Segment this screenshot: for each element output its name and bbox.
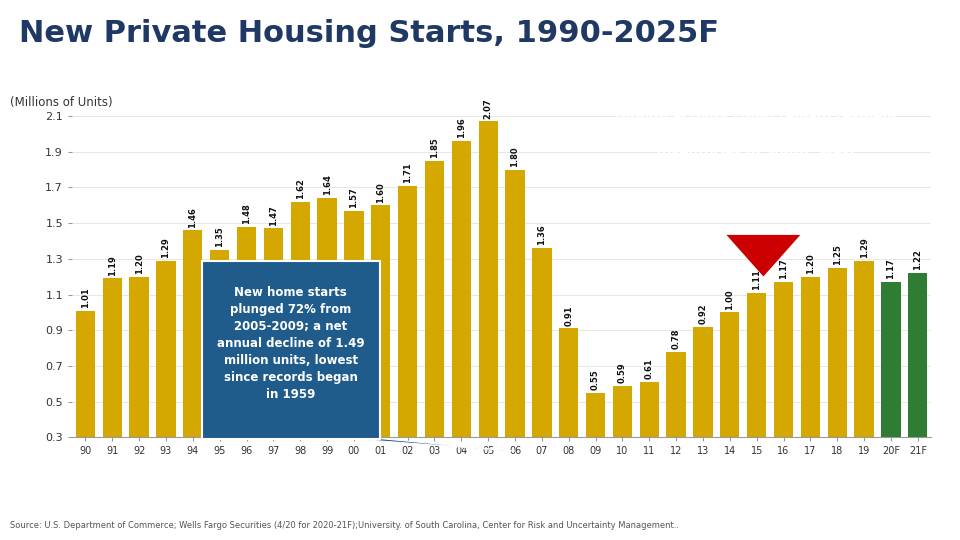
Bar	[130, 276, 149, 437]
Text: 0.61: 0.61	[645, 359, 654, 380]
Text: 1.85: 1.85	[430, 137, 439, 158]
Text: 1.46: 1.46	[188, 207, 198, 227]
Text: 1.25: 1.25	[832, 244, 842, 265]
Bar	[451, 141, 471, 437]
Bar	[881, 282, 900, 437]
FancyBboxPatch shape	[202, 261, 380, 439]
Text: 1.80: 1.80	[511, 146, 519, 167]
Bar	[156, 261, 176, 437]
Bar	[908, 273, 927, 437]
Bar	[76, 310, 95, 437]
Text: 1.19: 1.19	[108, 255, 117, 276]
Text: 1.48: 1.48	[242, 203, 251, 224]
Bar	[532, 248, 552, 437]
Bar	[854, 261, 874, 437]
Text: 1.62: 1.62	[296, 178, 304, 199]
Text: 1.20: 1.20	[134, 253, 144, 274]
Bar	[478, 122, 498, 437]
Text: 0.78: 0.78	[672, 328, 681, 349]
Text: 1.29: 1.29	[859, 237, 869, 258]
Text: 1.22: 1.22	[913, 249, 923, 271]
Text: 0.91: 0.91	[564, 305, 573, 326]
Bar	[801, 276, 820, 437]
Text: 1.96: 1.96	[457, 118, 466, 138]
Text: 1.64: 1.64	[323, 174, 331, 195]
Bar	[828, 268, 847, 437]
Text: 1.17: 1.17	[886, 259, 896, 279]
Bar	[559, 328, 578, 437]
Text: 0.92: 0.92	[699, 303, 708, 324]
Text: 1.47: 1.47	[269, 205, 277, 226]
Bar	[372, 205, 391, 437]
Text: 1.36: 1.36	[538, 225, 546, 245]
Text: 1.71: 1.71	[403, 162, 412, 183]
Bar	[318, 198, 337, 437]
Bar	[693, 327, 712, 437]
Bar	[612, 386, 632, 437]
Text: (Millions of Units): (Millions of Units)	[11, 96, 113, 109]
Text: New home starts
plunged 72% from
2005-2009; a net
annual decline of 1.49
million: New home starts plunged 72% from 2005-20…	[217, 286, 365, 401]
Bar	[666, 352, 685, 437]
Text: Pre-COVID 1-9, Insurers Had  Been Seeing Meaningful Exposure Growth in the Wake
: Pre-COVID 1-9, Insurers Had Been Seeing …	[201, 454, 759, 503]
Text: 1.20: 1.20	[805, 253, 815, 274]
Bar	[774, 282, 793, 437]
Bar	[210, 250, 229, 437]
Polygon shape	[333, 437, 515, 451]
Bar	[720, 312, 739, 437]
Bar	[747, 293, 766, 437]
Bar	[639, 382, 659, 437]
Text: Source: U.S. Department of Commerce; Wells Fargo Securities (4/20 for 2020-21F);: Source: U.S. Department of Commerce; Wel…	[10, 521, 679, 530]
Text: New Private Housing Starts, 1990-2025F: New Private Housing Starts, 1990-2025F	[19, 19, 719, 48]
Text: 1.17: 1.17	[779, 259, 788, 279]
Text: 1.57: 1.57	[349, 187, 358, 208]
Polygon shape	[727, 235, 801, 276]
Bar	[237, 227, 256, 437]
Text: 1.00: 1.00	[726, 289, 734, 310]
Text: 0.55: 0.55	[591, 369, 600, 390]
Bar	[425, 160, 444, 437]
Text: 1.29: 1.29	[161, 237, 171, 258]
Text: 1.11: 1.11	[753, 269, 761, 290]
Bar	[586, 393, 605, 437]
Text: 2.07: 2.07	[484, 98, 492, 119]
Bar	[183, 230, 203, 437]
Text: 1.60: 1.60	[376, 182, 385, 202]
Bar	[103, 279, 122, 437]
Bar	[264, 228, 283, 437]
Text: COVID-19 will  slow new homebuilding,
though activity could remain resilient
wit: COVID-19 will slow new homebuilding, tho…	[610, 92, 902, 159]
Text: 1.35: 1.35	[215, 226, 225, 247]
Bar	[398, 186, 418, 437]
Bar	[345, 211, 364, 437]
Text: 0.59: 0.59	[618, 362, 627, 383]
Bar	[291, 201, 310, 437]
Bar	[505, 170, 525, 437]
Text: 1.01: 1.01	[81, 287, 90, 308]
